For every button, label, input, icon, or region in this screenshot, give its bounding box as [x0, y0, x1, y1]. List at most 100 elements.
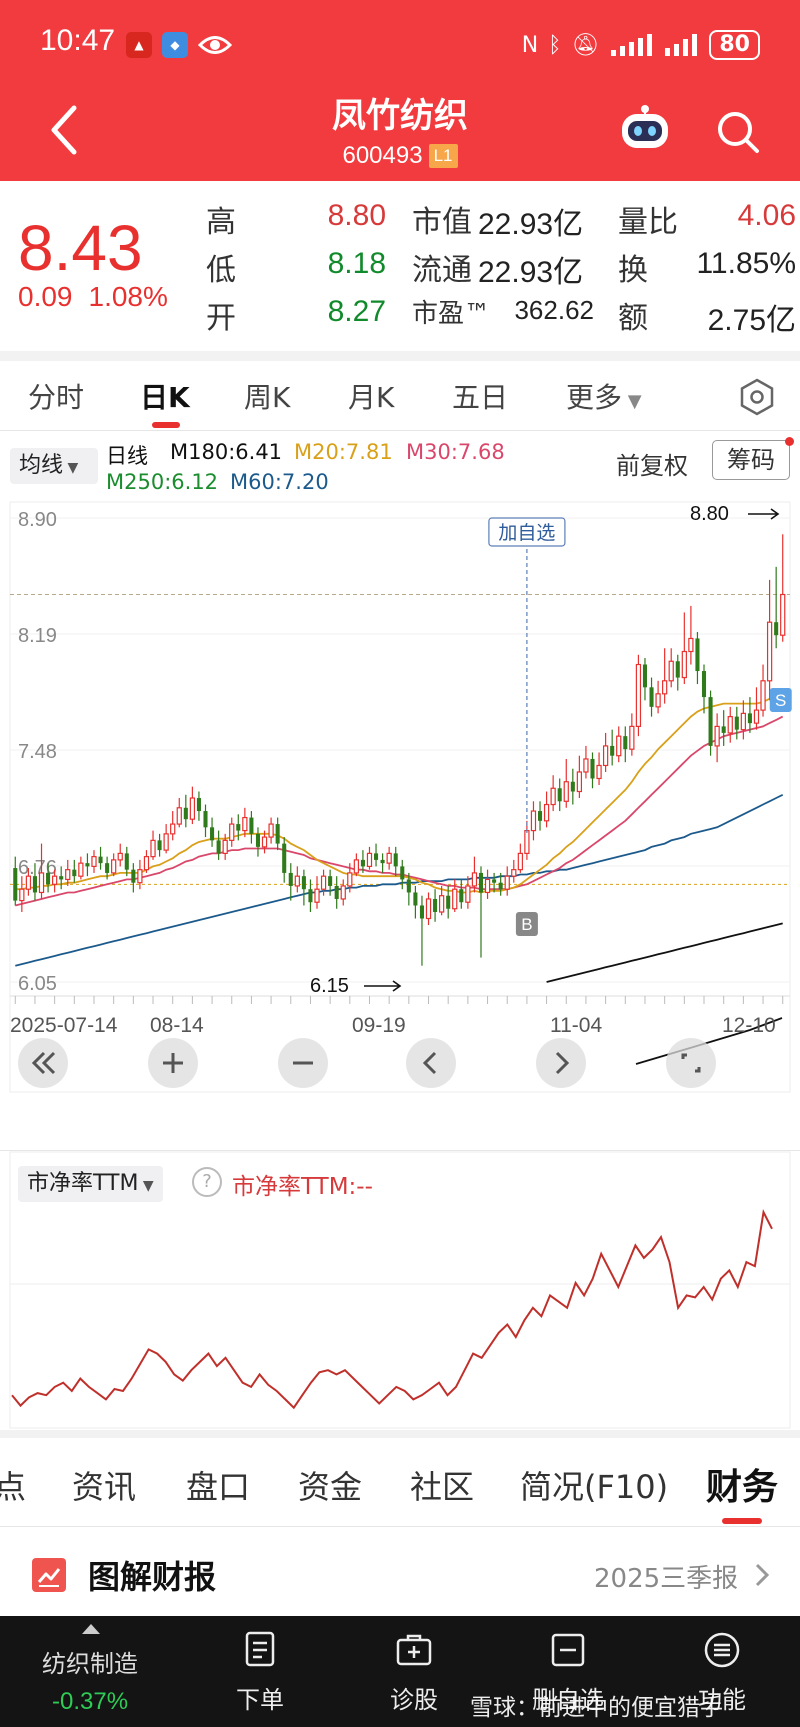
kline-chart[interactable]: 8.90 8.19 7.48 6.76 6.05 加自选 B S 8.80 6.15 2025-… — [0, 496, 800, 1106]
indicator-select[interactable]: 市净率TTM ▼ — [18, 1166, 163, 1202]
search-icon[interactable] — [714, 108, 762, 156]
notification-app-icon: ▲ — [126, 32, 152, 58]
legend-period: 日线 — [106, 444, 148, 468]
section-separator — [0, 1430, 800, 1438]
stat-label: 市盈™ — [412, 299, 491, 329]
last-price: 8.43 — [18, 212, 143, 284]
candle-body — [72, 869, 77, 877]
tab-five-day[interactable]: 五日 — [452, 381, 509, 414]
candle-body — [268, 823, 274, 838]
candle-body — [32, 876, 37, 893]
ma180-line — [546, 922, 783, 983]
tab-order-book[interactable]: 盘口 — [186, 1468, 251, 1506]
candle-body — [386, 852, 392, 864]
add-watch-badge[interactable] — [488, 517, 566, 547]
candle-body — [255, 833, 261, 847]
candle-body — [740, 712, 746, 731]
candle-body — [570, 781, 575, 792]
tab-point[interactable]: 点 — [0, 1468, 27, 1506]
active-tab-indicator — [152, 422, 180, 428]
float-cap-value: 22.93亿 — [478, 256, 584, 289]
candle-body — [275, 824, 280, 844]
candle-body — [727, 716, 733, 734]
candle-body — [400, 866, 405, 880]
candle-body — [150, 839, 156, 858]
dropdown-arrow-icon: ▼ — [63, 460, 79, 476]
candle-body — [623, 736, 628, 750]
candle-body — [210, 827, 215, 841]
zoom-out-full-button[interactable] — [18, 1038, 68, 1088]
section-separator — [0, 351, 800, 361]
fullscreen-button[interactable] — [666, 1038, 716, 1088]
notification-dot — [785, 437, 794, 446]
tab-daily-k[interactable]: 日K — [140, 381, 190, 414]
legend-m250: M250:6.12 — [106, 470, 219, 494]
y-tick-label: 6.05 — [18, 973, 57, 995]
sector-name[interactable]: 纺织制造 — [42, 1650, 138, 1678]
zoom-in-button[interactable] — [148, 1038, 198, 1088]
legend-m60: M60:7.20 — [230, 470, 329, 494]
scroll-right-button[interactable] — [536, 1038, 586, 1088]
quote-panel: 8.43 0.09 1.08% 高 低 开 8.80 8.18 8.27 市值 流… — [0, 181, 800, 351]
candle-body — [308, 889, 313, 903]
volume-ratio-value: 4.06 — [737, 199, 796, 232]
tab-intraday[interactable]: 分时 — [28, 381, 85, 414]
order-button[interactable]: 下单 — [210, 1630, 310, 1715]
tab-weekly-k[interactable]: 周K — [244, 381, 291, 414]
tab-news[interactable]: 资讯 — [72, 1468, 137, 1506]
chip-distribution-button[interactable]: 筹码 — [712, 440, 790, 480]
candle-body — [439, 895, 445, 913]
order-label: 下单 — [236, 1686, 284, 1714]
candle-body — [65, 869, 71, 881]
remove-watchlist-button[interactable]: 删自选 — [518, 1630, 618, 1715]
candle-body — [760, 680, 766, 711]
candle-body — [98, 856, 103, 864]
settings-hexagon-icon[interactable] — [738, 378, 776, 416]
function-button[interactable]: 功能 — [672, 1630, 772, 1715]
robot-assistant-icon[interactable] — [616, 104, 674, 154]
tab-more[interactable]: 更多 ▼ — [566, 376, 642, 416]
ma60-line — [15, 793, 784, 967]
legend-m180: M180:6.41 — [170, 440, 283, 464]
x-tick-label: 11-04 — [550, 1014, 602, 1037]
tab-f10-profile[interactable]: 简况(F10) — [520, 1468, 669, 1506]
tab-monthly-k[interactable]: 月K — [348, 381, 395, 414]
scroll-left-button[interactable] — [406, 1038, 456, 1088]
candle-body — [38, 872, 45, 894]
stat-label: 高 — [206, 205, 236, 240]
minus-icon — [293, 1061, 313, 1065]
y-tick-label: 8.90 — [18, 509, 57, 531]
candle-body — [616, 735, 622, 757]
candle-body — [530, 810, 537, 832]
candle-body — [406, 879, 411, 893]
candle-body — [557, 788, 562, 802]
candle-body — [649, 687, 654, 707]
candle-body — [347, 872, 353, 887]
fullscreen-icon — [681, 1053, 701, 1073]
chart-period-tabs: 分时 日K 周K 月K 五日 更多 ▼ — [0, 368, 800, 428]
watermark: 雪球：前进中的便宜猎手 — [470, 1695, 723, 1721]
candle-body — [446, 895, 451, 909]
candle-body — [517, 852, 523, 871]
add-watch-label: 加自选 — [498, 522, 555, 544]
tab-capital-flow[interactable]: 资金 — [298, 1468, 363, 1506]
divider — [0, 430, 800, 431]
candle-body — [459, 889, 464, 903]
expand-up-icon[interactable] — [82, 1624, 100, 1634]
candle-body — [288, 872, 293, 886]
status-icons: N ᛒ 🔕︎ 80 — [522, 30, 760, 60]
diagnose-button[interactable]: 诊股 — [364, 1630, 464, 1715]
financial-report-row[interactable]: 图解财报 2025三季报 — [0, 1532, 800, 1620]
help-icon[interactable]: ? — [192, 1167, 222, 1197]
adjust-mode-button[interactable]: 前复权 — [616, 452, 688, 480]
candle-body — [91, 856, 97, 868]
dropdown-arrow-icon: ▼ — [622, 391, 642, 412]
ma-select[interactable]: 均线 ▼ — [10, 448, 98, 484]
back-icon[interactable] — [44, 100, 84, 160]
high-value: 8.80 — [327, 199, 386, 232]
zoom-out-button[interactable] — [278, 1038, 328, 1088]
chevron-right-icon — [755, 1563, 770, 1587]
tab-community[interactable]: 社区 — [410, 1468, 475, 1506]
tab-financials[interactable]: 财务 — [706, 1467, 779, 1508]
buy-marker — [515, 912, 538, 936]
